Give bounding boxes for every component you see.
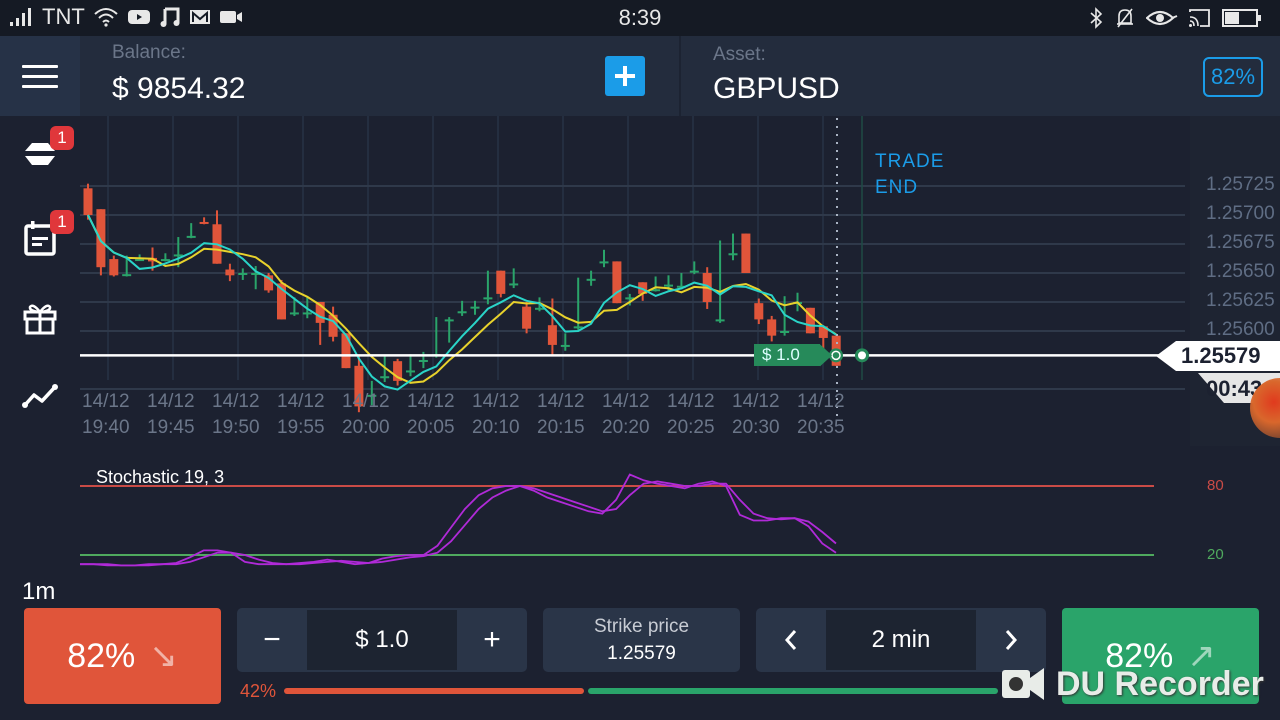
time-axis-label: 14/12 19:50: [212, 391, 260, 438]
price-chart[interactable]: [0, 116, 1280, 596]
price-axis-label: 1.25725: [1206, 174, 1275, 195]
strike-price-value: 1.25579: [607, 643, 676, 664]
sentiment-put-percent: 42%: [240, 681, 277, 701]
expiry-input[interactable]: 2 min: [826, 610, 976, 670]
time-axis-label: 14/12 20:05: [407, 391, 455, 438]
stochastic-title[interactable]: Stochastic 19, 3: [96, 467, 225, 487]
youtube-icon: [127, 5, 151, 29]
expiry-stepper: 2 min: [756, 608, 1046, 672]
sidebar-item-trades[interactable]: 1: [20, 126, 74, 174]
cast-icon: [1188, 6, 1212, 30]
asset-selector[interactable]: GBPUSD: [713, 72, 840, 105]
call-payout: 82%: [1105, 636, 1174, 675]
header-divider: [679, 36, 681, 116]
amount-stepper: − $ 1.0 +: [237, 608, 527, 672]
arrow-down-right-icon: ↘: [149, 637, 178, 675]
open-trade-marker[interactable]: $ 1.0: [754, 344, 820, 366]
video-camera-icon: [1002, 668, 1044, 700]
price-axis-label: 1.25675: [1206, 232, 1275, 253]
time-axis-label: 14/12 20:30: [732, 391, 780, 438]
amount-input[interactable]: $ 1.0: [307, 610, 457, 670]
expiry-decrease-button[interactable]: [756, 608, 826, 672]
time-axis-label: 14/12 20:15: [537, 391, 585, 438]
status-bar: TNT 8:39: [0, 0, 1280, 36]
time-axis-label: 14/12 19:55: [277, 391, 325, 438]
carrier-name: TNT: [42, 4, 85, 29]
signal-icon: [8, 5, 34, 29]
call-button[interactable]: 82% ↗: [1062, 608, 1259, 704]
eye-icon: [1146, 6, 1178, 30]
price-axis-label: 1.25650: [1206, 261, 1275, 282]
balance-label: Balance:: [112, 42, 186, 63]
sentiment-bar-put: [284, 688, 584, 694]
gift-icon: [23, 304, 57, 335]
calendar-icon: [24, 221, 56, 256]
hamburger-icon-bar: [22, 64, 58, 68]
chevron-right-icon: [1005, 630, 1018, 650]
trade-end-line-2: END: [875, 177, 919, 198]
menu-button[interactable]: [0, 36, 80, 116]
hamburger-icon-bar: [22, 74, 58, 78]
status-bar-left: TNT: [8, 4, 243, 30]
price-axis-label: 1.25700: [1206, 203, 1275, 224]
strike-price-box[interactable]: Strike price 1.25579: [543, 608, 740, 672]
time-axis-label: 14/12 20:25: [667, 391, 715, 438]
stochastic-upper-level: 80: [1207, 477, 1224, 494]
time-axis-label: 14/12 19:40: [82, 391, 130, 438]
calendar-badge: 1: [50, 210, 74, 234]
left-sidebar: 1 1 1m: [0, 116, 80, 605]
trade-end-line-1: TRADE: [875, 151, 945, 172]
music-icon: [159, 5, 181, 29]
strike-price-label: Strike price: [593, 616, 690, 637]
sentiment-bar-call: [588, 688, 998, 694]
wifi-icon: [93, 5, 119, 29]
watermark-text: DU Recorder: [1056, 664, 1264, 703]
asset-label: Asset:: [713, 44, 766, 65]
chevron-left-icon: [784, 630, 797, 650]
sidebar-item-calendar[interactable]: 1: [20, 210, 74, 258]
current-price: 1.25579: [1181, 343, 1261, 368]
gmail-icon: [189, 5, 211, 29]
hamburger-icon-bar: [22, 84, 58, 88]
amount-increase-button[interactable]: +: [483, 623, 501, 656]
expiry-increase-button[interactable]: [976, 608, 1046, 672]
payout-badge: 82%: [1203, 57, 1263, 97]
battery-icon: [1222, 6, 1262, 30]
line-chart-icon: [22, 384, 58, 408]
trade-end-label: TRADE END: [875, 149, 944, 201]
mute-bell-icon: [1114, 6, 1136, 30]
deposit-button[interactable]: [605, 56, 645, 96]
time-axis-label: 14/12 20:35: [797, 391, 845, 438]
time-axis-label: 14/12 19:45: [147, 391, 195, 438]
clock: 8:39: [618, 5, 662, 30]
price-axis-label: 1.25600: [1206, 319, 1275, 340]
price-axis-label: 1.25625: [1206, 290, 1275, 311]
sidebar-item-indicators[interactable]: [20, 376, 60, 416]
put-button[interactable]: 82% ↘: [24, 608, 221, 704]
timeframe-selector[interactable]: 1m: [22, 578, 56, 605]
time-axis-label: 14/12 20:10: [472, 391, 520, 438]
video-camera-icon: [219, 5, 243, 29]
bluetooth-icon: [1088, 6, 1104, 30]
time-axis-label: 14/12 20:00: [342, 391, 390, 438]
plus-icon: [615, 66, 635, 86]
stochastic-lower-level: 20: [1207, 546, 1224, 563]
status-bar-right: [1088, 6, 1262, 30]
put-payout: 82%: [67, 636, 136, 675]
app-header: Balance: $ 9854.32 Asset: GBPUSD 82%: [0, 36, 1280, 116]
balance-value[interactable]: $ 9854.32: [112, 72, 246, 105]
arrow-up-right-icon: ↗: [1187, 637, 1216, 675]
sidebar-item-bonus[interactable]: [20, 298, 60, 338]
current-price-tag-shape: [1156, 341, 1280, 371]
time-axis-label: 14/12 20:20: [602, 391, 650, 438]
trades-badge: 1: [50, 126, 74, 150]
trades-stack-icon: [25, 143, 55, 165]
recorder-watermark: DU Recorder: [1000, 664, 1264, 704]
amount-decrease-button[interactable]: −: [263, 623, 281, 656]
